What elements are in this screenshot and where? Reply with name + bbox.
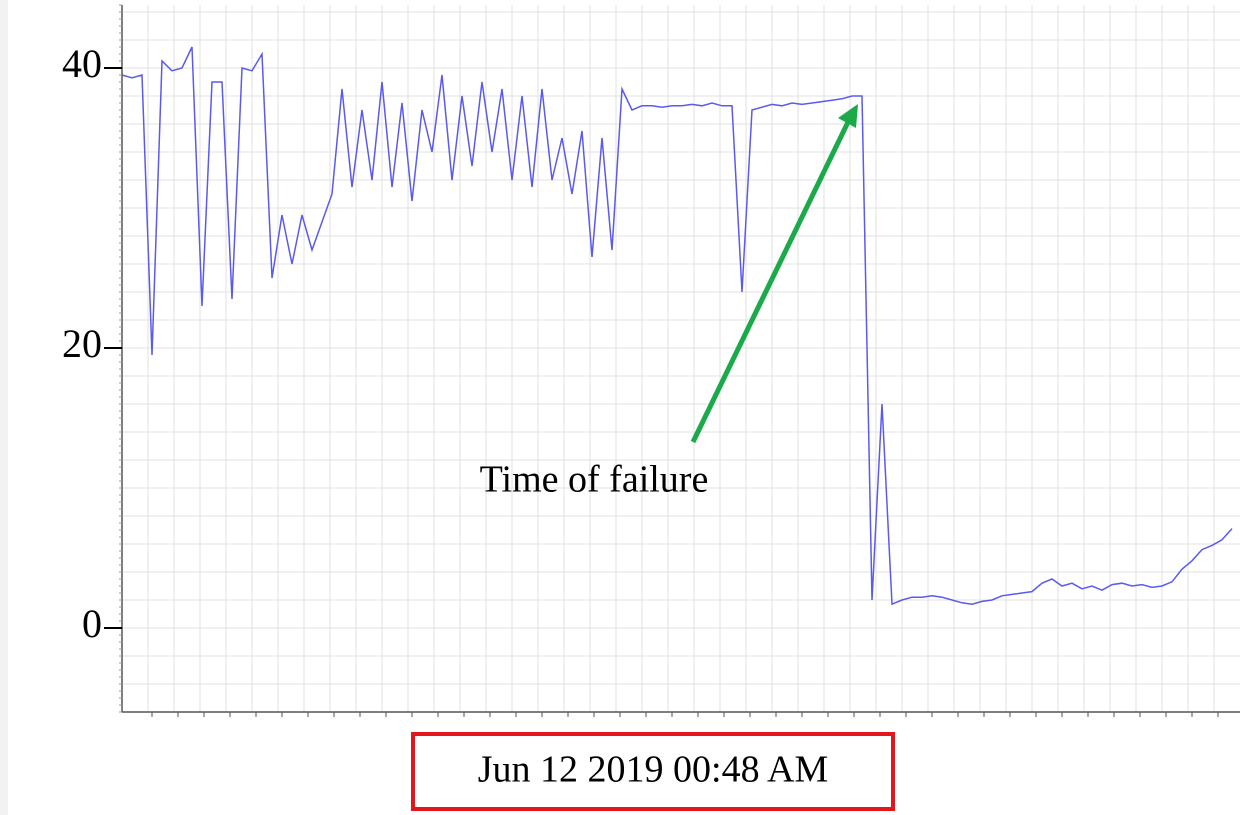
x-label: Jun 12 2019 00:48 AM xyxy=(478,749,828,791)
data-line xyxy=(121,46,1233,606)
chart-background xyxy=(8,0,1240,815)
annotation: Time of failure xyxy=(480,459,709,501)
plot xyxy=(121,46,1233,606)
annotation-arrowhead xyxy=(838,104,858,128)
annotation-arrow xyxy=(690,116,853,444)
grid xyxy=(122,5,1240,713)
y-tick-label: 20 xyxy=(62,321,102,366)
y-tick-label: 40 xyxy=(62,41,102,86)
x-ticks xyxy=(119,4,1219,717)
x-label-box xyxy=(411,732,895,811)
y-tick-label: 0 xyxy=(82,601,102,646)
